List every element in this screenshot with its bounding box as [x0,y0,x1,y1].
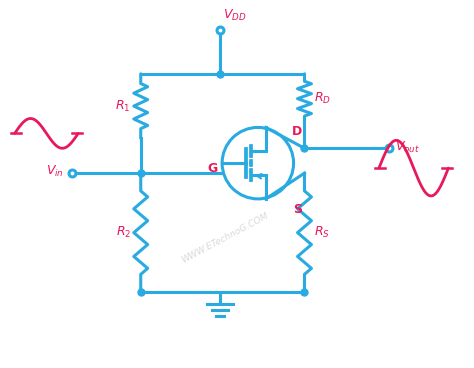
Text: D: D [292,125,302,138]
Text: $\mathit{R}_2$: $\mathit{R}_2$ [116,225,131,240]
Text: G: G [207,162,217,175]
Text: $\mathit{R}_1$: $\mathit{R}_1$ [115,99,131,114]
Text: $\mathit{V}_{DD}$: $\mathit{V}_{DD}$ [223,8,246,23]
Text: S: S [293,203,302,216]
Text: $\mathit{V}_{in}$: $\mathit{V}_{in}$ [46,163,64,178]
Text: WWW.ETechnoG.COM: WWW.ETechnoG.COM [180,211,270,265]
Text: $\mathit{V}_{out}$: $\mathit{V}_{out}$ [395,140,420,155]
Text: $\mathit{R}_D$: $\mathit{R}_D$ [314,91,331,106]
Text: $\mathit{R}_S$: $\mathit{R}_S$ [314,225,330,240]
